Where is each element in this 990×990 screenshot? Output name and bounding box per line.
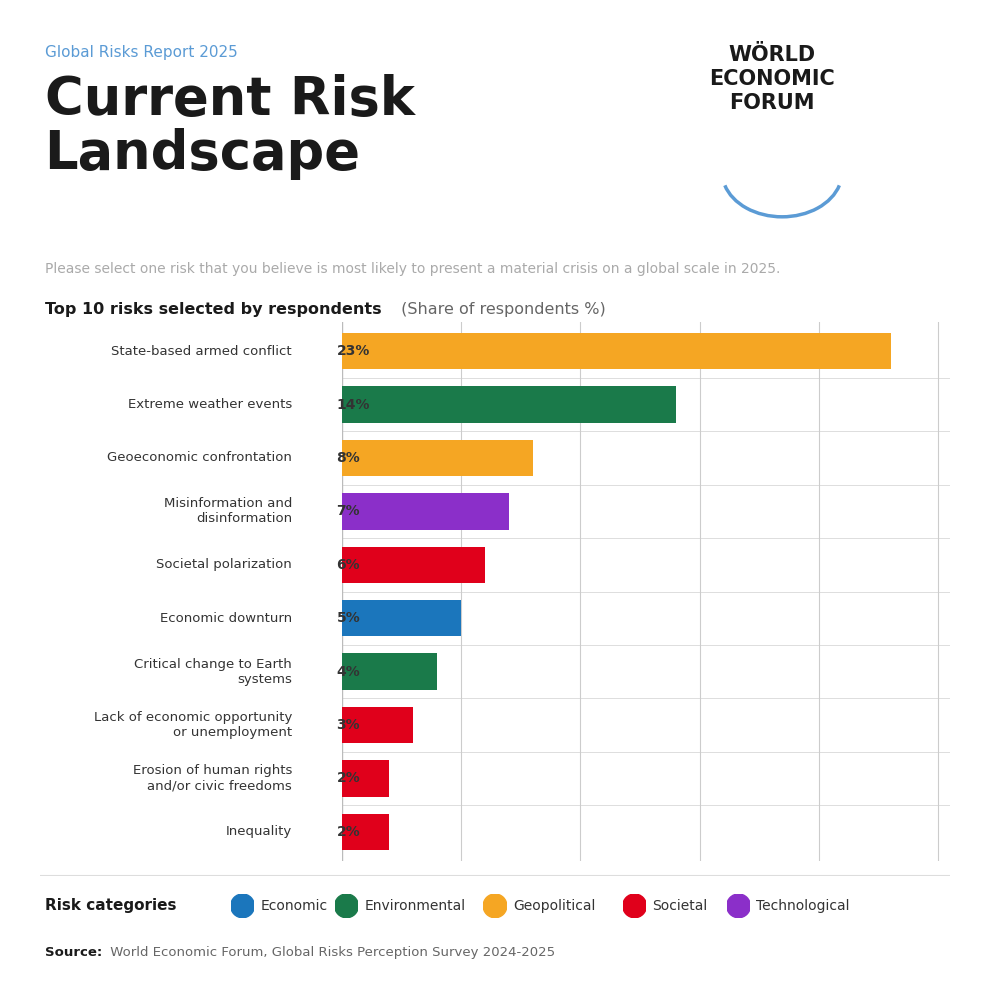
Bar — [342, 493, 509, 530]
Text: 23%: 23% — [337, 345, 370, 358]
Text: Societal: Societal — [652, 899, 708, 913]
Bar — [342, 440, 533, 476]
Text: WÖRLD
ECONOMIC
FORUM: WÖRLD ECONOMIC FORUM — [709, 45, 836, 113]
Text: 2%: 2% — [337, 771, 360, 785]
Text: Geopolitical: Geopolitical — [513, 899, 595, 913]
Circle shape — [335, 894, 358, 918]
Bar — [342, 333, 891, 369]
Text: 5%: 5% — [337, 611, 360, 626]
Text: Source:: Source: — [45, 945, 102, 959]
Text: 3%: 3% — [337, 718, 360, 732]
Text: Critical change to Earth
systems: Critical change to Earth systems — [135, 657, 292, 686]
Text: Erosion of human rights
and/or civic freedoms: Erosion of human rights and/or civic fre… — [133, 764, 292, 793]
Text: Risk categories: Risk categories — [45, 898, 176, 914]
Circle shape — [623, 894, 646, 918]
Text: Lack of economic opportunity
or unemployment: Lack of economic opportunity or unemploy… — [94, 711, 292, 740]
Circle shape — [231, 894, 254, 918]
Bar — [342, 707, 413, 743]
Bar — [342, 814, 389, 850]
Bar — [342, 653, 437, 690]
Circle shape — [727, 894, 750, 918]
Text: Top 10 risks selected by respondents: Top 10 risks selected by respondents — [45, 302, 381, 317]
Text: 8%: 8% — [337, 451, 360, 465]
Text: Inequality: Inequality — [226, 826, 292, 839]
Text: Economic downturn: Economic downturn — [160, 612, 292, 625]
Text: 4%: 4% — [337, 664, 360, 679]
Text: Technological: Technological — [756, 899, 849, 913]
Text: Extreme weather events: Extreme weather events — [128, 398, 292, 411]
Text: Please select one risk that you believe is most likely to present a material cri: Please select one risk that you believe … — [45, 262, 780, 276]
Text: (Share of respondents %): (Share of respondents %) — [396, 302, 606, 317]
Text: 14%: 14% — [337, 398, 370, 412]
Text: State-based armed conflict: State-based armed conflict — [112, 345, 292, 357]
Text: 7%: 7% — [337, 504, 360, 519]
Bar — [342, 546, 485, 583]
Bar — [342, 600, 461, 637]
Text: 6%: 6% — [337, 557, 360, 572]
Text: World Economic Forum, Global Risks Perception Survey 2024-2025: World Economic Forum, Global Risks Perce… — [106, 945, 555, 959]
Text: Current Risk
Landscape: Current Risk Landscape — [45, 74, 415, 180]
Bar — [342, 760, 389, 797]
Text: Geoeconomic confrontation: Geoeconomic confrontation — [107, 451, 292, 464]
Text: Societal polarization: Societal polarization — [156, 558, 292, 571]
Text: 2%: 2% — [337, 825, 360, 839]
Text: Economic: Economic — [260, 899, 328, 913]
Text: Environmental: Environmental — [364, 899, 465, 913]
Text: Misinformation and
disinformation: Misinformation and disinformation — [163, 497, 292, 526]
Bar — [342, 386, 676, 423]
Circle shape — [483, 894, 507, 918]
Text: Global Risks Report 2025: Global Risks Report 2025 — [45, 45, 238, 59]
